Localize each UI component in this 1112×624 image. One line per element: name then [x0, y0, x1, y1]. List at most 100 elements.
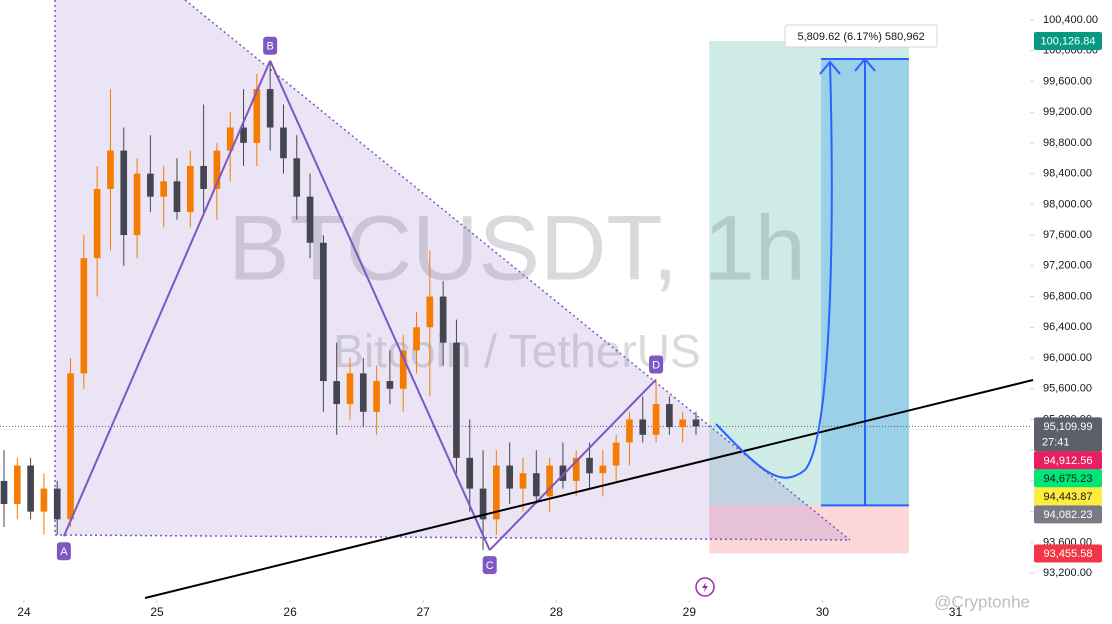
- candle-body: [426, 296, 434, 328]
- y-tick-label: 98,400.00: [1043, 168, 1092, 180]
- price-tag: [1034, 469, 1102, 488]
- candle-body: [160, 181, 168, 197]
- candle-body: [280, 127, 287, 159]
- candle-body: [266, 89, 274, 128]
- candle-body: [479, 488, 487, 520]
- candles: [0, 60, 700, 551]
- x-tick-label: 28: [550, 605, 564, 619]
- y-tick-label: 97,600.00: [1043, 229, 1092, 241]
- pattern-leg: [488, 378, 657, 551]
- y-tick-label: 96,800.00: [1043, 290, 1092, 302]
- candle-body: [506, 465, 514, 489]
- y-tick-label: 97,200.00: [1043, 260, 1092, 272]
- candle-body: [133, 173, 141, 236]
- candle-body: [226, 127, 234, 151]
- price-tag-label: 94,443.87: [1044, 491, 1093, 503]
- price-tag: [1034, 31, 1102, 50]
- candle-body: [532, 473, 540, 497]
- pattern-leg: [62, 60, 272, 537]
- price-tag-label: 94,675.23: [1044, 473, 1093, 485]
- loss-zone: [709, 505, 909, 554]
- price-tag-label: 94,082.23: [1044, 509, 1093, 521]
- candle-body: [320, 242, 327, 382]
- pattern-point-box: [482, 556, 497, 575]
- candle-body: [586, 457, 593, 474]
- author-watermark: @Cryptonhe: [934, 592, 1030, 611]
- candle-body: [413, 327, 420, 351]
- candle-body: [253, 89, 261, 143]
- pattern-point-box: [263, 36, 278, 55]
- x-tick-label: 24: [17, 605, 31, 619]
- candle-body: [626, 419, 633, 443]
- y-tick-label: 100,400.00: [1043, 14, 1098, 26]
- pattern-leg: [269, 60, 491, 551]
- forecast-arrowhead: [819, 60, 841, 75]
- price-tag: [1034, 451, 1102, 470]
- y-tick-label: 98,000.00: [1043, 198, 1092, 210]
- candle-body: [0, 480, 8, 504]
- price-axis: 93,200.0093,600.0094,000.0094,400.0094,8…: [17, 14, 1102, 619]
- candle-body: [679, 419, 687, 428]
- y-tick-label: 99,200.00: [1043, 106, 1092, 118]
- candle-body: [173, 181, 181, 213]
- y-tick-label: 98,800.00: [1043, 137, 1092, 149]
- candle-body: [612, 442, 620, 466]
- candle-body: [333, 381, 341, 405]
- y-tick-label: 96,400.00: [1043, 321, 1092, 333]
- candle-body: [80, 258, 88, 374]
- x-tick-label: 27: [416, 605, 430, 619]
- pattern-point-label: C: [486, 560, 494, 572]
- candle-body: [639, 419, 647, 435]
- candle-body: [346, 373, 354, 405]
- candle-body: [213, 150, 221, 189]
- position-label: 5,809.62 (6.17%) 580,962: [797, 31, 924, 43]
- forecast-curve: [715, 61, 833, 479]
- countdown-label: 27:41: [1042, 436, 1070, 448]
- y-tick-label: 99,600.00: [1043, 75, 1092, 87]
- price-tag-label: 95,109.99: [1044, 421, 1093, 433]
- pattern-point-box: [649, 355, 664, 374]
- candle-body: [93, 188, 101, 259]
- price-tag: [1034, 544, 1102, 563]
- x-tick-label: 29: [683, 605, 697, 619]
- candle-body: [13, 465, 21, 504]
- x-tick-label: 26: [283, 605, 297, 619]
- candle-body: [546, 465, 553, 497]
- candle-body: [293, 158, 301, 197]
- price-tag-label: 94,912.56: [1044, 455, 1093, 467]
- candle-body: [666, 404, 673, 428]
- candle-body: [439, 296, 447, 343]
- candle-body: [67, 373, 74, 520]
- candle-body: [107, 150, 114, 189]
- candle-body: [120, 150, 128, 236]
- candle-body: [399, 350, 407, 389]
- pattern-point-label: D: [652, 359, 660, 371]
- candle-body: [466, 457, 474, 489]
- candle-body: [453, 342, 460, 458]
- pattern-point-label: A: [60, 546, 68, 558]
- candle-body: [306, 196, 314, 243]
- price-tag-label: 93,455.58: [1044, 548, 1093, 560]
- candle-body: [147, 173, 154, 197]
- candle-body: [27, 465, 34, 512]
- pattern-point-box: [56, 542, 71, 561]
- candle-body: [692, 419, 700, 427]
- lightning-icon[interactable]: [695, 577, 715, 597]
- price-tag: [1034, 487, 1102, 506]
- x-tick-label: 31: [949, 605, 963, 619]
- candle-body: [53, 488, 61, 520]
- candle-body: [519, 473, 527, 489]
- x-tick-label: 25: [150, 605, 164, 619]
- price-tag: [1034, 505, 1102, 524]
- candle-body: [240, 127, 247, 143]
- pattern-point-label: B: [266, 41, 273, 53]
- candle-body: [40, 488, 48, 512]
- candle-body: [186, 165, 194, 213]
- price-tag: [1034, 417, 1102, 452]
- candle-body: [599, 465, 607, 474]
- candle-body: [572, 457, 580, 481]
- drawings: 5,809.62 (6.17%) 580,962 A B C D: [56, 24, 938, 575]
- position-label-box: [784, 24, 938, 48]
